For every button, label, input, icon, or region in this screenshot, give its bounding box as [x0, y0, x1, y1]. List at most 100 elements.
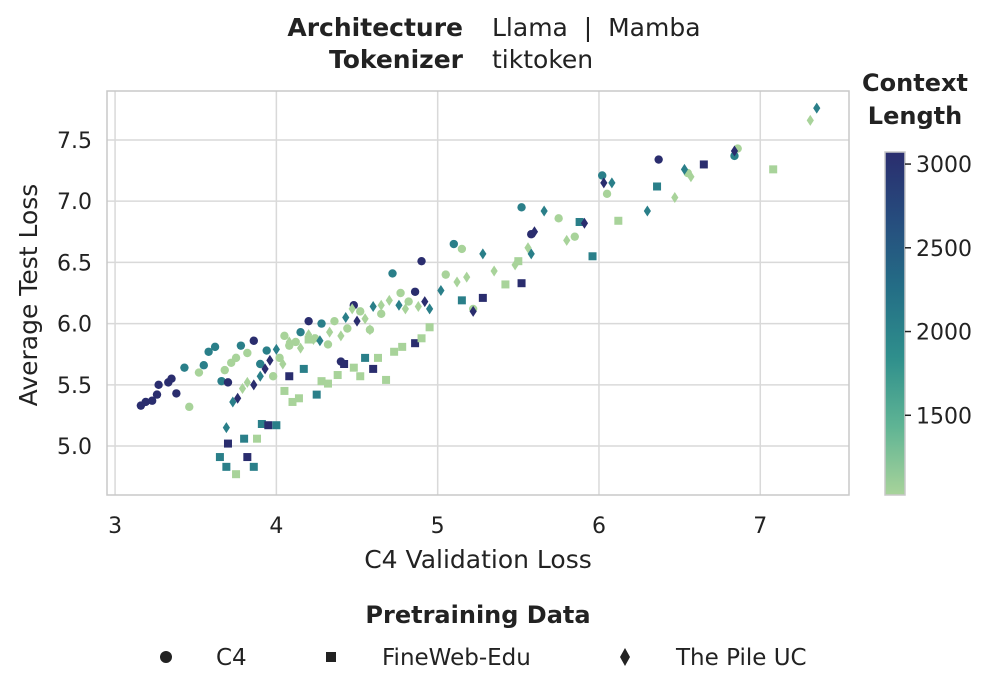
point-c4: [457, 244, 467, 254]
point-fineweb-edu: [294, 394, 303, 403]
x-tick-label: 7: [753, 514, 767, 539]
diamond-marker-icon: [620, 648, 630, 666]
y-axis-ticks: 5.0 5.5 6.0 6.5 7.0 7.5: [57, 129, 92, 460]
point-c4: [296, 327, 305, 337]
point-c4: [449, 239, 459, 249]
point-the-pile-uc: [261, 363, 269, 375]
point-c4: [223, 378, 233, 387]
point-the-pile-uc: [337, 330, 345, 342]
point-c4: [388, 269, 397, 278]
point-the-pile-uc: [243, 376, 251, 388]
point-c4: [404, 297, 413, 306]
point-the-pile-uc: [238, 382, 247, 394]
point-the-pile-uc: [229, 396, 237, 408]
point-c4: [280, 331, 289, 341]
point-the-pile-uc: [608, 177, 616, 189]
point-fineweb-edu: [333, 371, 342, 380]
point-c4: [210, 342, 220, 352]
point-the-pile-uc: [563, 234, 571, 246]
point-fineweb-edu: [369, 364, 378, 373]
point-fineweb-edu: [240, 434, 249, 443]
point-fineweb-edu: [373, 353, 382, 362]
point-c4: [220, 365, 229, 375]
point-c4: [275, 353, 284, 363]
point-c4: [243, 348, 252, 358]
point-c4: [194, 368, 204, 377]
point-c4: [249, 336, 258, 345]
point-fineweb-edu: [257, 419, 266, 428]
point-the-pile-uc: [266, 354, 274, 366]
point-fineweb-edu: [349, 363, 358, 372]
point-the-pile-uc: [250, 379, 258, 391]
point-the-pile-uc: [222, 422, 230, 434]
point-fineweb-edu: [356, 372, 365, 381]
point-c4: [256, 359, 265, 369]
point-c4: [441, 270, 450, 279]
point-fineweb-edu: [614, 216, 623, 225]
legend-label-fineweb-edu: FineWeb-Edu: [382, 645, 531, 671]
point-c4: [317, 319, 326, 328]
point-the-pile-uc: [305, 329, 313, 341]
point-the-pile-uc: [309, 334, 318, 346]
y-tick-label: 5.0: [57, 435, 92, 460]
legend-title: Pretraining Data: [365, 601, 590, 629]
legend-item-the-pile-uc: The Pile UC: [620, 645, 807, 671]
point-the-pile-uc: [401, 303, 410, 315]
colorbar-ticks: 1500 2000 2500 3000: [905, 153, 972, 429]
point-c4: [199, 361, 208, 370]
colorbar-gradient: [884, 151, 906, 496]
point-fineweb-edu: [312, 390, 321, 399]
point-the-pile-uc: [285, 336, 293, 348]
colorbar-title-line2: Length: [868, 102, 962, 130]
point-the-pile-uc: [385, 294, 393, 306]
point-c4: [304, 316, 313, 326]
plot-area: 3 4 5 6 7 5.0 5.5 6.0 6.5 7.0 7.5: [57, 90, 850, 539]
point-c4: [602, 189, 612, 199]
chart-header: Architecture Llama | Mamba Tokenizer tik…: [287, 13, 700, 74]
point-the-pile-uc: [256, 370, 264, 382]
point-fineweb-edu: [588, 252, 597, 261]
point-the-pile-uc: [353, 315, 361, 327]
point-the-pile-uc: [234, 392, 242, 404]
point-c4: [180, 363, 189, 372]
point-the-pile-uc: [813, 102, 821, 114]
legend-item-fineweb-edu: FineWeb-Edu: [326, 645, 531, 671]
point-the-pile-uc: [540, 205, 548, 217]
point-c4: [396, 288, 405, 298]
point-c4: [417, 256, 426, 266]
architecture-label: Architecture: [287, 13, 463, 42]
point-c4: [167, 374, 176, 383]
point-the-pile-uc: [272, 343, 280, 355]
point-c4: [291, 337, 300, 347]
colorbar: Context Length 1500 2000 2500 3000: [862, 69, 972, 496]
point-c4: [323, 340, 333, 349]
point-c4: [554, 214, 563, 223]
point-fineweb-edu: [361, 353, 370, 362]
y-tick-label: 6.5: [57, 251, 92, 276]
point-c4: [236, 341, 246, 350]
legend-label-the-pile-uc: The Pile UC: [675, 645, 807, 671]
point-the-pile-uc: [377, 299, 385, 311]
point-the-pile-uc: [296, 342, 305, 354]
point-the-pile-uc: [527, 248, 535, 260]
point-the-pile-uc: [463, 271, 471, 283]
point-fineweb-edu: [653, 182, 662, 191]
point-the-pile-uc: [414, 300, 422, 312]
point-fineweb-edu: [288, 397, 297, 406]
point-fineweb-edu: [398, 342, 407, 351]
x-axis-label: C4 Validation Loss: [364, 545, 592, 574]
point-fineweb-edu: [285, 372, 294, 381]
point-the-pile-uc: [511, 259, 519, 271]
point-c4: [598, 171, 607, 180]
point-the-pile-uc: [342, 311, 350, 323]
point-the-pile-uc: [437, 285, 445, 297]
colorbar-tick-label: 3000: [916, 153, 972, 178]
y-tick-label: 5.5: [57, 374, 92, 399]
point-fineweb-edu: [253, 434, 262, 443]
point-the-pile-uc: [490, 265, 498, 277]
point-fineweb-edu: [317, 377, 326, 386]
point-fineweb-edu: [417, 334, 426, 343]
point-the-pile-uc: [326, 326, 334, 338]
point-fineweb-edu: [280, 386, 289, 395]
point-the-pile-uc: [469, 305, 477, 317]
